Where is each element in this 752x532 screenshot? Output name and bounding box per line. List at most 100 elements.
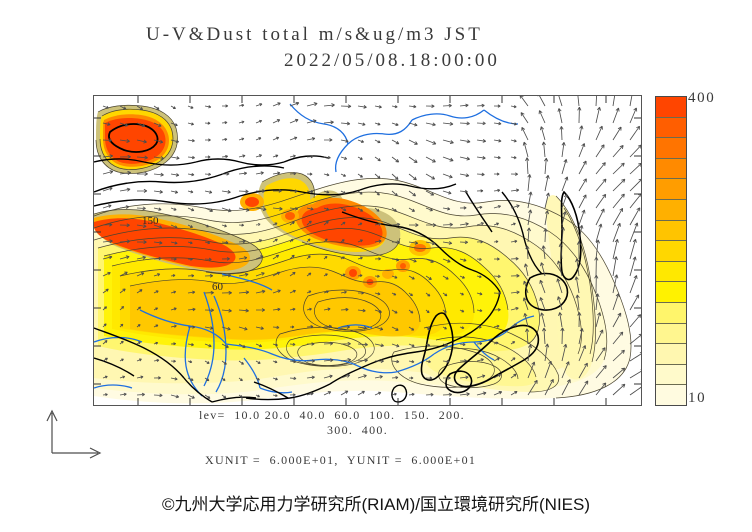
wind-arrow	[289, 254, 295, 260]
wind-arrow	[459, 222, 469, 226]
wind-arrow	[187, 274, 195, 278]
wind-arrow	[272, 271, 281, 277]
wind-arrow	[595, 329, 604, 345]
wind-arrow	[187, 190, 194, 194]
wind-arrow	[578, 362, 588, 379]
wind-arrow	[323, 207, 330, 211]
wind-arrow	[408, 258, 417, 263]
wind-arrow	[629, 162, 641, 175]
dust-concentration-field	[94, 105, 632, 404]
wind-arrow	[272, 189, 282, 193]
wind-arrow	[102, 186, 113, 192]
wind-arrow	[543, 228, 548, 243]
wind-arrow	[391, 139, 400, 145]
wind-arrow	[119, 271, 128, 277]
wind-arrow	[238, 326, 248, 331]
wind-arrow	[272, 102, 281, 107]
wind-arrow	[459, 258, 467, 262]
wind-arrow	[170, 190, 179, 194]
wind-arrow	[612, 331, 624, 345]
wind-arrow	[272, 136, 280, 141]
wind-arrow	[408, 139, 418, 145]
wind-arrow	[612, 222, 621, 243]
wind-arrow	[525, 157, 530, 175]
wind-arrow	[136, 171, 148, 176]
wind-arrow	[136, 122, 146, 128]
wind-arrow	[340, 239, 345, 243]
wind-arrow	[289, 136, 298, 141]
wind-arrow	[170, 156, 180, 160]
wind-arrow	[170, 207, 177, 211]
wind-arrow	[391, 292, 397, 296]
wind-arrow	[221, 273, 232, 278]
wind-arrow	[119, 122, 129, 127]
wind-arrow	[340, 190, 346, 194]
wind-arrow	[153, 324, 159, 328]
wind-arrow	[612, 126, 622, 141]
wind-arrow	[493, 324, 500, 328]
wind-arrow	[629, 352, 641, 362]
wind-arrow	[306, 207, 314, 211]
wind-arrow	[272, 325, 280, 329]
wind-arrow	[306, 102, 318, 107]
wind-arrow	[238, 377, 243, 382]
colorbar-segment	[656, 384, 686, 405]
wind-arrow	[221, 224, 227, 228]
wind-arrow	[170, 377, 178, 381]
wind-arrow	[544, 192, 550, 209]
wind-arrow	[272, 377, 278, 381]
wind-arrow	[170, 274, 176, 278]
wind-arrow	[408, 343, 415, 348]
wind-arrow	[576, 241, 581, 260]
wind-arrow	[391, 122, 399, 127]
wind-arrow	[102, 306, 108, 311]
wind-arrow	[425, 241, 436, 246]
wind-arrow	[374, 309, 382, 314]
wind-arrow	[391, 343, 400, 348]
wind-arrow	[595, 178, 607, 192]
wind-arrow	[544, 360, 553, 379]
wind-arrow	[153, 307, 159, 311]
wind-arrow	[289, 154, 296, 158]
wind-arrow	[408, 122, 418, 127]
wind-arrow	[578, 143, 586, 158]
wind-arrow	[136, 240, 147, 244]
wind-arrow	[425, 309, 430, 314]
wind-arrow	[255, 207, 267, 212]
wind-arrow	[221, 190, 231, 194]
wind-arrow	[476, 257, 482, 261]
wind-arrow	[306, 272, 312, 277]
wind-arrow	[153, 156, 165, 161]
wind-arrow	[102, 288, 109, 294]
wind-arrow	[374, 105, 382, 109]
wind-arrow	[340, 121, 351, 126]
wind-arrow	[442, 309, 447, 313]
wind-arrow	[476, 275, 482, 279]
wind-arrow	[187, 257, 193, 261]
wind-arrow	[238, 272, 249, 277]
wind-arrow	[544, 210, 550, 226]
wind-arrow	[221, 257, 230, 261]
wind-arrow	[289, 289, 296, 294]
wind-arrow	[476, 121, 486, 126]
wind-arrow	[408, 292, 413, 297]
wind-arrow	[238, 256, 248, 260]
wind-arrow	[595, 347, 606, 362]
wind-arrow	[409, 376, 414, 380]
wind-arrow	[575, 294, 580, 311]
wind-arrow	[629, 107, 638, 124]
wind-arrow	[408, 156, 418, 164]
wind-arrow	[119, 170, 132, 175]
wind-arrow	[153, 105, 160, 110]
wind-arrow	[357, 222, 363, 226]
wind-arrow	[238, 137, 245, 141]
wind-arrow	[493, 172, 500, 176]
wind-arrow	[289, 172, 297, 176]
wind-arrow	[357, 342, 368, 347]
wind-arrow	[358, 291, 365, 295]
wind-arrow	[221, 343, 229, 348]
wind-arrow	[595, 106, 602, 124]
wind-arrow	[374, 274, 380, 278]
wind-arrow	[408, 309, 414, 314]
